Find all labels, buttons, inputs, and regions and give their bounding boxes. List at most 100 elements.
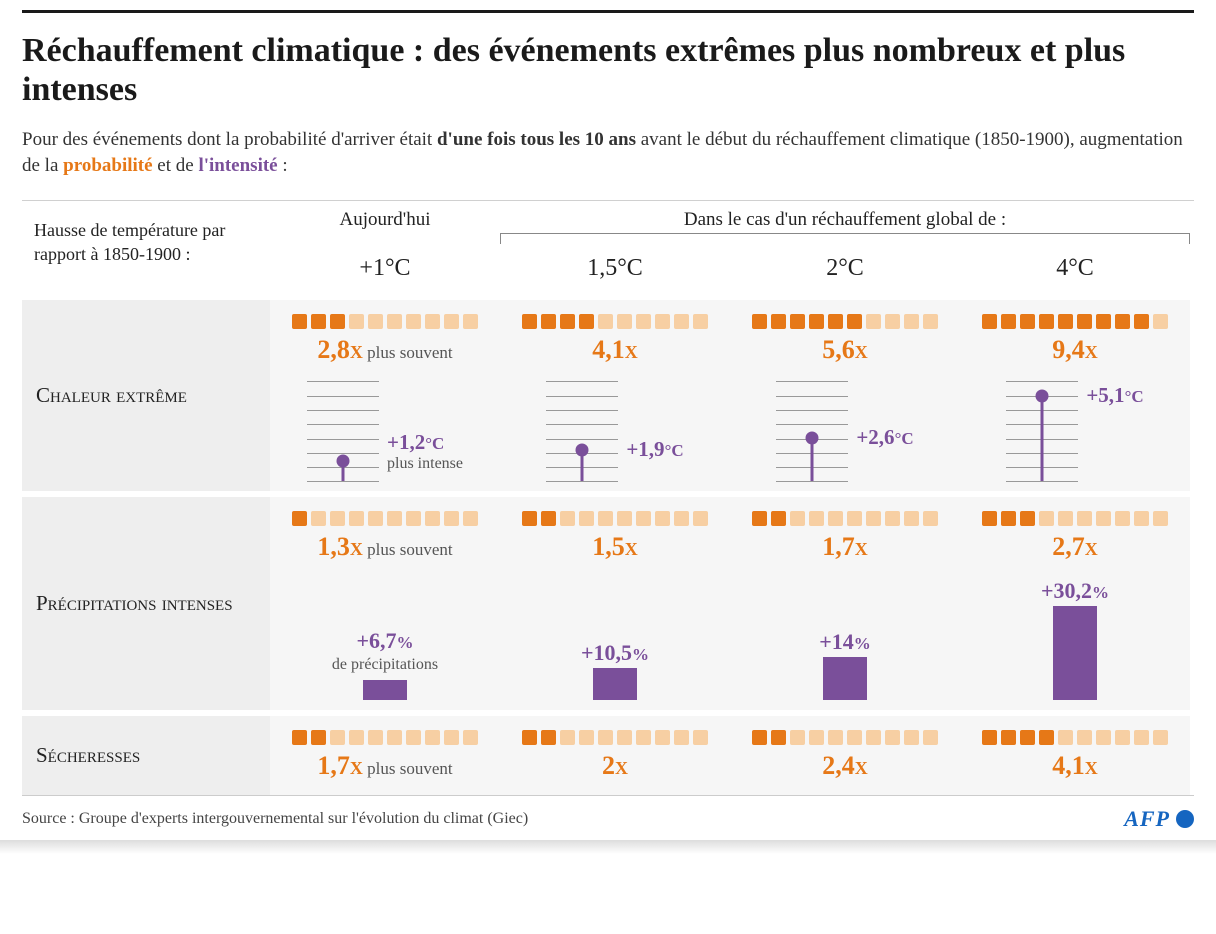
square-icon [1058, 730, 1073, 745]
square-icon [847, 730, 862, 745]
square-icon [828, 314, 843, 329]
square-icon [1096, 730, 1111, 745]
cell-drought-1: 2X [500, 710, 730, 795]
afp-text: AFP [1124, 806, 1170, 832]
header-temp-3: 4°C [960, 243, 1190, 294]
frequency-squares [970, 730, 1180, 745]
cell-drought-0: 1,7X plus souvent [270, 710, 500, 795]
header-row-label: Hausse de température par rapport à 1850… [22, 201, 270, 294]
square-icon [541, 511, 556, 526]
intensity-thermo: +5,1°C [970, 371, 1180, 481]
square-icon [752, 511, 767, 526]
frequency-value: 2,7X [970, 532, 1180, 562]
square-icon [541, 314, 556, 329]
square-icon [636, 730, 651, 745]
square-icon [1039, 730, 1054, 745]
square-icon [425, 511, 440, 526]
top-rule [22, 10, 1194, 13]
square-icon [368, 511, 383, 526]
intensity-thermo: +2,6°C [740, 371, 950, 481]
cell-drought-3: 4,1X [960, 710, 1190, 795]
square-icon [1115, 511, 1130, 526]
square-icon [1153, 730, 1168, 745]
square-icon [693, 511, 708, 526]
square-icon [560, 730, 575, 745]
square-icon [1020, 730, 1035, 745]
square-icon [387, 511, 402, 526]
intensity-bar: +6,7% de précipitations [280, 568, 490, 700]
square-icon [349, 730, 364, 745]
square-icon [1039, 511, 1054, 526]
square-icon [771, 511, 786, 526]
square-icon [444, 314, 459, 329]
frequency-squares [280, 314, 490, 329]
frequency-value: 4,1X [510, 335, 720, 365]
square-icon [847, 511, 862, 526]
square-icon [349, 314, 364, 329]
square-icon [368, 730, 383, 745]
square-icon [885, 730, 900, 745]
square-icon [579, 730, 594, 745]
header-scenario-bracket: Dans le cas d'un réchauffement global de… [500, 201, 1190, 243]
square-icon [655, 730, 670, 745]
intensity-thermo: +1,2°Cplus intense [280, 371, 490, 481]
square-icon [1153, 511, 1168, 526]
header-temp-1: 1,5°C [500, 243, 730, 294]
square-icon [406, 730, 421, 745]
data-grid: Hausse de température par rapport à 1850… [22, 200, 1194, 795]
subtitle: Pour des événements dont la probabilité … [22, 127, 1194, 178]
subtitle-emph: d'une fois tous les 10 ans [437, 129, 636, 150]
bottom-shadow [0, 840, 1216, 854]
square-icon [923, 511, 938, 526]
square-icon [982, 314, 997, 329]
square-icon [828, 511, 843, 526]
square-icon [674, 511, 689, 526]
cell-drought-2: 2,4X [730, 710, 960, 795]
subtitle-p1: Pour des événements dont la probabilité … [22, 129, 437, 150]
cell-precip-2: 1,7X +14% [730, 491, 960, 710]
frequency-value: 2,4X [740, 751, 950, 781]
square-icon [1001, 730, 1016, 745]
subtitle-p4: : [278, 155, 288, 176]
square-icon [387, 730, 402, 745]
square-icon [598, 511, 613, 526]
square-icon [1134, 314, 1149, 329]
square-icon [1153, 314, 1168, 329]
square-icon [1077, 511, 1092, 526]
square-icon [292, 730, 307, 745]
square-icon [292, 314, 307, 329]
square-icon [311, 314, 326, 329]
square-icon [809, 314, 824, 329]
square-icon [866, 730, 881, 745]
square-icon [1058, 511, 1073, 526]
intensity-bar: +10,5% [510, 568, 720, 700]
cell-heat-3: 9,4X +5,1°C [960, 294, 1190, 491]
square-icon [617, 730, 632, 745]
square-icon [790, 511, 805, 526]
square-icon [674, 314, 689, 329]
square-icon [866, 511, 881, 526]
frequency-value: 4,1X [970, 751, 1180, 781]
square-icon [617, 314, 632, 329]
square-icon [463, 511, 478, 526]
frequency-value: 2X [510, 751, 720, 781]
square-icon [330, 511, 345, 526]
intensity-bar: +14% [740, 568, 950, 700]
square-icon [444, 511, 459, 526]
square-icon [904, 314, 919, 329]
square-icon [1115, 314, 1130, 329]
square-icon [598, 730, 613, 745]
square-icon [598, 314, 613, 329]
square-icon [790, 730, 805, 745]
square-icon [790, 314, 805, 329]
square-icon [693, 314, 708, 329]
square-icon [311, 730, 326, 745]
square-icon [1096, 314, 1111, 329]
square-icon [541, 730, 556, 745]
square-icon [311, 511, 326, 526]
square-icon [387, 314, 402, 329]
row-label-heat: Chaleur extrême [22, 294, 270, 491]
square-icon [674, 730, 689, 745]
square-icon [1020, 511, 1035, 526]
frequency-value: 2,8X plus souvent [280, 335, 490, 365]
